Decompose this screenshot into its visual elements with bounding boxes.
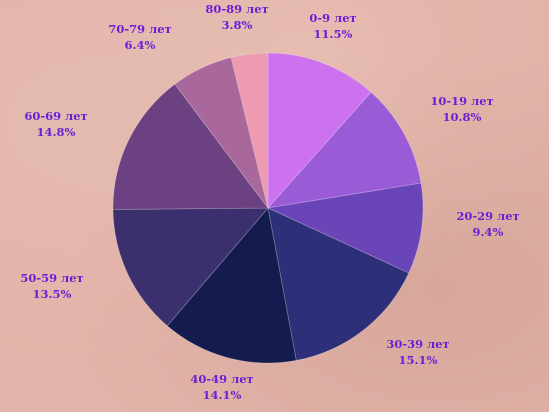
pie-label-value: 6.4% bbox=[125, 38, 156, 52]
pie-slice-20-29-лет bbox=[266, 182, 424, 274]
pie-label-50-59-лет: 50-59 лет 13.5% bbox=[20, 271, 83, 301]
pie-label-40-49-лет: 40-49 лет 14.1% bbox=[190, 372, 253, 402]
pie-slice-40-49-лет bbox=[166, 207, 297, 364]
pie-labels: 0-9 лет 11.5% 10-19 лет 10.8% 20-29 лет 9.4% 3… bbox=[20, 2, 519, 402]
pie-label-value: 13.5% bbox=[33, 287, 72, 301]
pie-label-category: 0-9 лет bbox=[309, 11, 356, 25]
pie-label-value: 14.8% bbox=[37, 125, 76, 139]
pie-label-30-39-лет: 30-39 лет 15.1% bbox=[386, 337, 449, 367]
pie-label-category: 50-59 лет bbox=[20, 271, 83, 285]
pie-label-80-89-лет: 80-89 лет 3.8% bbox=[205, 2, 268, 32]
pie-label-category: 30-39 лет bbox=[386, 337, 449, 351]
pie-label-value: 15.1% bbox=[399, 353, 438, 367]
pie-label-value: 11.5% bbox=[314, 27, 353, 41]
pie-slice-0-9-лет bbox=[267, 52, 372, 210]
pie-slice-70-79-лет bbox=[174, 56, 269, 209]
pie-label-value: 14.1% bbox=[203, 388, 242, 402]
pie-slice-30-39-лет bbox=[267, 207, 410, 361]
pie-slice-60-69-лет bbox=[112, 83, 269, 210]
pie-label-category: 20-29 лет bbox=[456, 209, 519, 223]
pie-label-value: 3.8% bbox=[222, 18, 253, 32]
pie-slice-80-89-лет bbox=[230, 52, 269, 209]
pie-label-60-69-лет: 60-69 лет 14.8% bbox=[24, 109, 87, 139]
pie-slice-50-59-лет bbox=[112, 207, 269, 327]
pie-label-category: 40-49 лет bbox=[190, 372, 253, 386]
pie-label-20-29-лет: 20-29 лет 9.4% bbox=[456, 209, 519, 239]
pie-label-category: 60-69 лет bbox=[24, 109, 87, 123]
pie-label-category: 70-79 лет bbox=[108, 22, 171, 36]
pie-label-70-79-лет: 70-79 лет 6.4% bbox=[108, 22, 171, 52]
pie-label-value: 10.8% bbox=[443, 110, 482, 124]
pie-label-0-9-лет: 0-9 лет 11.5% bbox=[309, 11, 356, 41]
pie-label-category: 10-19 лет bbox=[430, 94, 493, 108]
pie-label-10-19-лет: 10-19 лет 10.8% bbox=[430, 94, 493, 124]
pie-slices bbox=[112, 52, 424, 364]
pie-label-category: 80-89 лет bbox=[205, 2, 268, 16]
pie-label-value: 9.4% bbox=[473, 225, 504, 239]
pie-slice-10-19-лет bbox=[266, 91, 422, 209]
